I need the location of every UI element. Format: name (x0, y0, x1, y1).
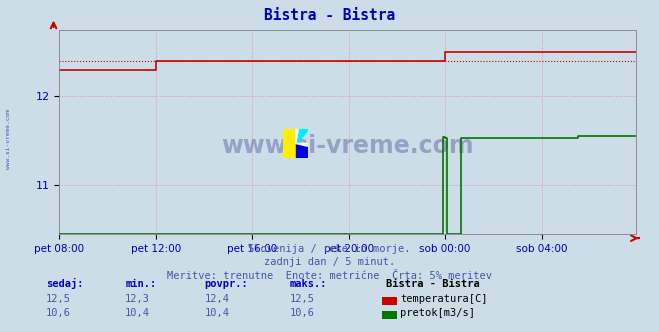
Text: www.si-vreme.com: www.si-vreme.com (221, 134, 474, 158)
Text: 10,4: 10,4 (125, 308, 150, 318)
Text: Bistra - Bistra: Bistra - Bistra (386, 279, 479, 289)
Text: Bistra - Bistra: Bistra - Bistra (264, 8, 395, 23)
Polygon shape (296, 143, 308, 146)
Text: 10,6: 10,6 (46, 308, 71, 318)
Text: maks.:: maks.: (290, 279, 328, 289)
Polygon shape (283, 129, 296, 158)
Text: sedaj:: sedaj: (46, 278, 84, 289)
Polygon shape (296, 129, 299, 143)
Polygon shape (296, 143, 308, 158)
Text: zadnji dan / 5 minut.: zadnji dan / 5 minut. (264, 257, 395, 267)
Text: temperatura[C]: temperatura[C] (400, 294, 488, 304)
Text: 12,5: 12,5 (290, 294, 315, 304)
Text: www.si-vreme.com: www.si-vreme.com (6, 110, 11, 169)
Text: 12,4: 12,4 (204, 294, 229, 304)
Text: min.:: min.: (125, 279, 156, 289)
Text: povpr.:: povpr.: (204, 279, 248, 289)
Text: Meritve: trenutne  Enote: metrične  Črta: 5% meritev: Meritve: trenutne Enote: metrične Črta: … (167, 271, 492, 281)
Text: Slovenija / reke in morje.: Slovenija / reke in morje. (248, 244, 411, 254)
Text: 10,4: 10,4 (204, 308, 229, 318)
Text: pretok[m3/s]: pretok[m3/s] (400, 308, 475, 318)
Text: 12,5: 12,5 (46, 294, 71, 304)
Polygon shape (296, 129, 308, 143)
Text: 10,6: 10,6 (290, 308, 315, 318)
Text: 12,3: 12,3 (125, 294, 150, 304)
